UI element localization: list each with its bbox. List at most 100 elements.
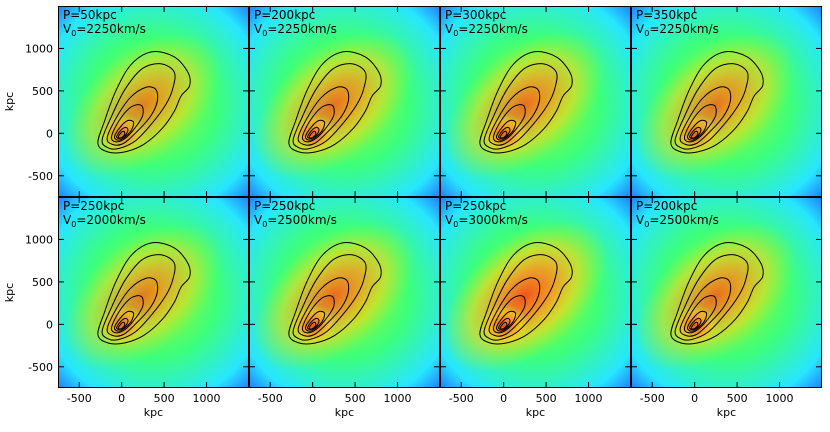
- contour-line: [690, 130, 699, 139]
- contour-line: [301, 104, 335, 143]
- panel-frame: [58, 6, 249, 197]
- contour-line: [110, 295, 144, 334]
- contour-line: [304, 310, 326, 332]
- panel-p-label: P=250kpc: [445, 199, 506, 213]
- contour-line: [686, 310, 708, 332]
- x-tick-label: -500: [258, 392, 283, 405]
- x-tick-label: -500: [449, 392, 474, 405]
- contour-line: [492, 104, 526, 143]
- contour-line: [674, 254, 749, 341]
- emission-core: [95, 304, 148, 349]
- y-tick-label: 0: [46, 127, 53, 140]
- x-tick-label: 1000: [193, 392, 221, 405]
- emission-core: [286, 113, 339, 158]
- emission-core: [668, 304, 721, 349]
- panel-v-label: V0=2500km/s: [254, 213, 337, 229]
- contour-line: [304, 119, 326, 141]
- contour-line: [488, 277, 541, 337]
- x-axis-title: kpc: [717, 406, 736, 419]
- contour-line: [297, 277, 350, 337]
- panel-grid: P=50kpcV0=2250km/s-50005001000kpcP=200kp…: [3, 6, 822, 419]
- contour-line: [301, 295, 335, 334]
- panel-p-label: P=350kpc: [636, 8, 697, 22]
- contour-line: [690, 321, 699, 330]
- y-axis-title: kpc: [3, 92, 16, 111]
- contour-line: [101, 63, 176, 150]
- emission-core: [477, 113, 530, 158]
- contour-line: [288, 242, 382, 345]
- panel-p-label: P=50kpc: [63, 8, 117, 22]
- panel-v-label: V0=2250km/s: [63, 22, 146, 38]
- panel-p-label: P=250kpc: [254, 199, 315, 213]
- contour-line: [106, 86, 159, 146]
- emission-core: [668, 113, 721, 158]
- contour-line: [292, 254, 367, 341]
- contour-line: [479, 242, 573, 345]
- contour-line: [499, 130, 508, 139]
- panel-v-label: V0=3000km/s: [445, 213, 528, 229]
- x-tick-label: 0: [691, 392, 698, 405]
- contour-line: [113, 119, 135, 141]
- y-tick-label: -500: [28, 361, 53, 374]
- panel-p-label: P=300kpc: [445, 8, 506, 22]
- x-tick-label: -500: [640, 392, 665, 405]
- panel-frame: [249, 197, 440, 388]
- x-tick-label: 500: [536, 392, 557, 405]
- contour-line: [683, 295, 717, 334]
- emission-core: [95, 113, 148, 158]
- panel-p-label: P=200kpc: [636, 199, 697, 213]
- x-tick-label: 0: [309, 392, 316, 405]
- x-tick-label: -500: [67, 392, 92, 405]
- contour-line: [686, 119, 708, 141]
- y-tick-label: 500: [32, 85, 53, 98]
- y-tick-label: 0: [46, 318, 53, 331]
- panel-v-label: V0=2250km/s: [636, 22, 719, 38]
- contour-line: [683, 104, 717, 143]
- contour-line: [117, 130, 126, 139]
- panel-frame: [440, 197, 631, 388]
- contour-line: [297, 86, 350, 146]
- x-tick-label: 0: [500, 392, 507, 405]
- panel-v-label: V0=2250km/s: [445, 22, 528, 38]
- panel-frame: [631, 197, 822, 388]
- contour-line: [495, 310, 517, 332]
- contour-line: [117, 321, 126, 330]
- panel-v-label: V0=2250km/s: [254, 22, 337, 38]
- contour-line: [679, 277, 732, 337]
- contour-line: [479, 51, 573, 154]
- x-tick-label: 500: [727, 392, 748, 405]
- contour-line: [499, 321, 508, 330]
- x-tick-label: 500: [345, 392, 366, 405]
- emission-core: [286, 304, 339, 349]
- x-axis-title: kpc: [526, 406, 545, 419]
- contour-line: [488, 86, 541, 146]
- y-axis-title: kpc: [3, 283, 16, 302]
- x-tick-label: 500: [154, 392, 175, 405]
- x-tick-label: 1000: [384, 392, 412, 405]
- contour-line: [308, 130, 317, 139]
- x-tick-label: 1000: [575, 392, 603, 405]
- panel-frame: [58, 197, 249, 388]
- panel-frame: [440, 6, 631, 197]
- panel-frame: [249, 6, 440, 197]
- contour-line: [483, 63, 558, 150]
- contour-line: [679, 86, 732, 146]
- contour-line: [97, 242, 191, 345]
- contour-line: [288, 51, 382, 154]
- x-tick-label: 1000: [766, 392, 794, 405]
- panel-p-label: P=200kpc: [254, 8, 315, 22]
- contour-line: [292, 63, 367, 150]
- panel-frame: [631, 6, 822, 197]
- emission-core: [477, 304, 530, 349]
- contour-line: [674, 63, 749, 150]
- contour-line: [101, 254, 176, 341]
- y-tick-label: 1000: [25, 42, 53, 55]
- contour-line: [670, 51, 764, 154]
- y-tick-label: -500: [28, 170, 53, 183]
